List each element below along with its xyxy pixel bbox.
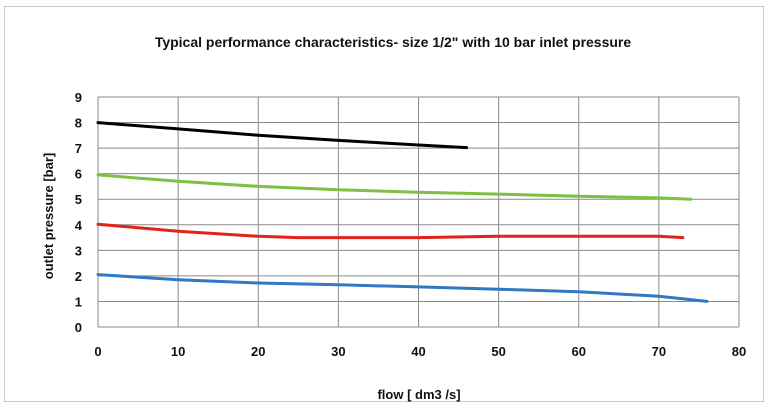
x-tick-label: 10	[171, 344, 185, 359]
x-tick-label: 70	[652, 344, 666, 359]
chart-title: Typical performance characteristics- siz…	[155, 34, 632, 50]
y-tick-label: 5	[75, 192, 82, 207]
y-tick-label: 4	[75, 218, 83, 233]
x-tick-label: 60	[572, 344, 586, 359]
y-tick-label: 9	[75, 90, 82, 105]
x-tick-label: 50	[491, 344, 505, 359]
series-line-4	[96, 273, 709, 303]
series-line-1	[96, 121, 469, 150]
x-tick-label: 0	[94, 344, 101, 359]
x-tick-label: 80	[732, 344, 746, 359]
y-tick-label: 2	[75, 269, 82, 284]
x-axis-label: flow [ dm3 /s]	[377, 387, 460, 402]
y-tick-label: 3	[75, 243, 82, 258]
grid	[97, 96, 740, 328]
y-axis-label: outlet pressure [bar]	[41, 153, 56, 279]
series-group	[96, 121, 709, 303]
x-tick-label: 40	[411, 344, 425, 359]
tick-labels: 0 1 2 3 4 5 6 7 8 9 0 10 20 30 40 50 60 70 80	[75, 90, 746, 359]
y-tick-label: 6	[75, 167, 82, 182]
x-tick-label: 20	[251, 344, 265, 359]
series-line-3	[96, 222, 685, 240]
y-tick-label: 8	[75, 116, 82, 131]
y-tick-label: 1	[75, 294, 82, 309]
y-tick-label: 0	[75, 320, 82, 335]
series-line-2	[96, 173, 693, 201]
x-tick-label: 30	[331, 344, 345, 359]
y-tick-label: 7	[75, 141, 82, 156]
